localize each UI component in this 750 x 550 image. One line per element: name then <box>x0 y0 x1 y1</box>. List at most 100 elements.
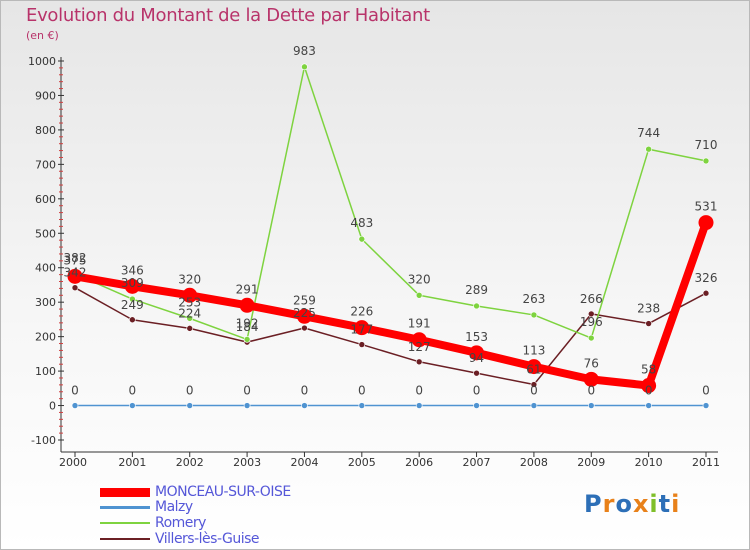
data-label-villers-l-s-guise: 61 <box>526 363 541 377</box>
logo-letter: P <box>584 490 603 518</box>
chart-subtitle: (en €) <box>26 29 59 42</box>
data-label-romery: 263 <box>522 292 545 306</box>
legend-label: Villers-lès-Guise <box>155 531 260 547</box>
y-tick-label: 0 <box>49 400 56 413</box>
data-label-romery: 309 <box>121 276 144 290</box>
data-label-villers-l-s-guise: 127 <box>408 340 431 354</box>
y-tick-label: 400 <box>35 262 56 275</box>
data-point-monceau-sur-oise <box>67 268 83 284</box>
x-tick-label: 2005 <box>348 456 376 469</box>
data-point-monceau-sur-oise <box>411 332 427 348</box>
data-point-malzy <box>702 402 710 409</box>
data-point-romery <box>415 291 423 299</box>
data-point-malzy <box>473 402 480 409</box>
x-tick-label: 2006 <box>405 456 433 469</box>
data-label-monceau-sur-oise: 153 <box>465 330 488 344</box>
data-label-villers-l-s-guise: 249 <box>121 298 144 312</box>
data-label-monceau-sur-oise: 113 <box>522 344 545 358</box>
data-label-villers-l-s-guise: 342 <box>64 266 87 280</box>
data-point-malzy <box>587 402 595 409</box>
data-label-malzy: 0 <box>129 384 137 398</box>
data-point-villers-l-s-guise <box>415 358 423 366</box>
data-point-malzy <box>71 402 79 409</box>
logo-letter: r <box>602 490 616 518</box>
data-label-romery: 196 <box>580 315 603 329</box>
legend-label: MONCEAU-SUR-OISE <box>155 484 291 500</box>
data-label-villers-l-s-guise: 326 <box>695 271 718 285</box>
logo-letter: t <box>658 490 672 518</box>
data-point-romery <box>243 336 251 343</box>
data-label-malzy: 0 <box>587 384 595 398</box>
y-tick-label: 700 <box>35 158 56 171</box>
data-point-villers-l-s-guise <box>473 369 480 377</box>
data-point-monceau-sur-oise <box>124 278 140 294</box>
data-label-romery: 253 <box>178 295 201 309</box>
data-point-malzy <box>530 402 538 409</box>
data-label-romery: 483 <box>350 216 373 230</box>
data-point-villers-l-s-guise <box>129 316 136 324</box>
legend-swatch <box>100 505 150 509</box>
data-label-malzy: 0 <box>71 384 79 398</box>
data-label-monceau-sur-oise: 191 <box>408 317 431 331</box>
data-label-monceau-sur-oise: 531 <box>695 200 718 214</box>
y-tick-label: 800 <box>35 124 56 137</box>
legend-label: Malzy <box>155 499 193 515</box>
data-label-monceau-sur-oise: 346 <box>121 263 144 277</box>
data-point-romery <box>645 145 652 153</box>
data-point-monceau-sur-oise <box>583 371 599 387</box>
data-point-romery <box>186 315 194 322</box>
data-label-romery: 744 <box>637 126 660 140</box>
data-label-malzy: 0 <box>243 384 251 398</box>
data-point-malzy <box>129 402 136 409</box>
data-label-romery: 983 <box>293 44 316 58</box>
data-label-romery: 320 <box>408 272 431 286</box>
data-point-monceau-sur-oise <box>182 287 198 303</box>
data-labels: 0 0 0 0 0 0 0 0 0 0 0 0 342 249 224 184 225 177 127 94 61 266… <box>64 44 718 398</box>
x-tick-label: 2002 <box>176 456 204 469</box>
data-point-romery <box>530 311 538 319</box>
data-point-romery <box>358 235 366 243</box>
proxiti-logo: Proxiti <box>584 490 680 518</box>
data-point-villers-l-s-guise <box>186 325 194 332</box>
x-tick-label: 2001 <box>118 456 146 469</box>
x-tick-label: 2010 <box>635 456 663 469</box>
data-label-malzy: 0 <box>645 384 653 398</box>
data-point-malzy <box>243 402 251 409</box>
data-point-monceau-sur-oise <box>469 345 485 361</box>
data-point-monceau-sur-oise <box>641 378 657 394</box>
data-label-malzy: 0 <box>301 384 309 398</box>
data-label-malzy: 0 <box>702 384 710 398</box>
y-tick-label: 900 <box>35 89 56 102</box>
data-label-villers-l-s-guise: 177 <box>350 323 373 337</box>
data-label-romery: 710 <box>695 138 718 152</box>
data-label-monceau-sur-oise: 76 <box>584 356 599 370</box>
data-point-malzy <box>186 402 194 409</box>
y-tick-label: 200 <box>35 331 56 344</box>
axes: -100010020030040050060070080090010002000… <box>28 55 720 469</box>
data-point-malzy <box>358 402 366 409</box>
data-point-villers-l-s-guise <box>530 381 538 388</box>
data-label-monceau-sur-oise: 58 <box>641 363 656 377</box>
data-label-villers-l-s-guise: 184 <box>236 320 259 334</box>
data-label-romery: 192 <box>236 316 259 330</box>
logo-letter: i <box>671 490 681 518</box>
series-line-villers-l-s-guise <box>74 286 707 386</box>
data-label-romery: 382 <box>64 251 87 265</box>
legend-item-villers-l-s-guise: Villers-lès-Guise <box>100 531 260 547</box>
x-tick-label: 2008 <box>520 456 548 469</box>
data-label-malzy: 0 <box>415 384 423 398</box>
data-point-malzy <box>645 402 652 409</box>
series-line-monceau-sur-oise <box>71 218 710 390</box>
data-label-malzy: 0 <box>473 384 481 398</box>
data-label-monceau-sur-oise: 226 <box>350 305 373 319</box>
data-point-monceau-sur-oise <box>526 359 542 375</box>
x-tick-label: 2004 <box>290 456 318 469</box>
x-tick-label: 2011 <box>692 456 720 469</box>
y-tick-label: 600 <box>35 193 56 206</box>
series-line-romery <box>74 66 707 341</box>
data-point-malzy <box>301 402 308 409</box>
data-label-malzy: 0 <box>530 384 538 398</box>
data-point-romery <box>473 302 480 310</box>
